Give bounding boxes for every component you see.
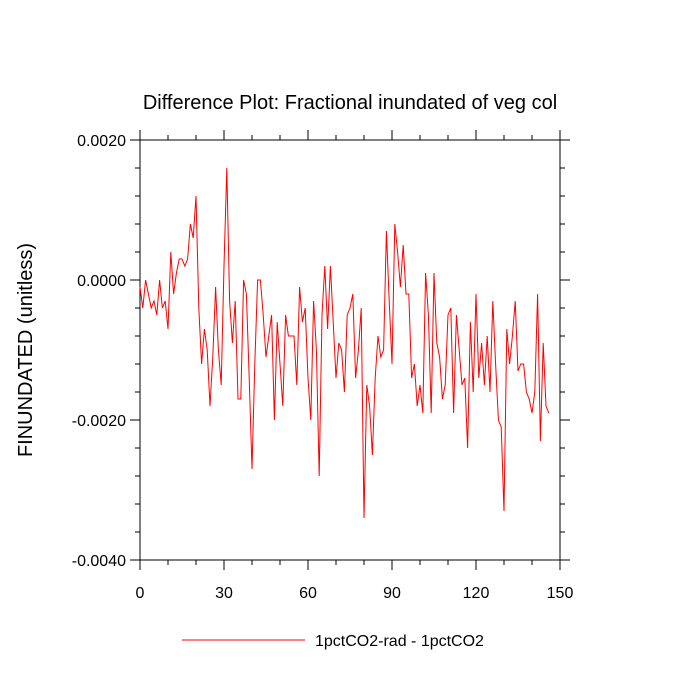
- y-tick-label: -0.0040: [72, 553, 126, 570]
- series-layer: [139, 167, 550, 519]
- y-tick-label: 0.0000: [77, 273, 126, 290]
- y-tick-label: -0.0020: [72, 413, 126, 430]
- axis-tick-labels: 0 30 60 90 120 150 0.0020 0.0000 -0.0020 -0.0040: [72, 133, 574, 602]
- x-tick-label: 90: [383, 585, 401, 602]
- x-tick-label: 60: [299, 585, 317, 602]
- x-tick-label: 150: [547, 585, 574, 602]
- x-tick-label: 0: [136, 585, 145, 602]
- x-tick-label: 30: [215, 585, 233, 602]
- y-tick-label: 0.0020: [77, 133, 126, 150]
- legend: 1pctCO2-rad - 1pctCO2: [182, 633, 484, 650]
- series-line: [139, 167, 550, 519]
- y-axis-label: FINUNDATED (unitless): [15, 243, 37, 457]
- chart-title: Difference Plot: Fractional inundated of…: [143, 92, 557, 114]
- legend-label: 1pctCO2-rad - 1pctCO2: [315, 633, 484, 650]
- x-tick-label: 120: [463, 585, 490, 602]
- axis-ticks: [130, 130, 570, 570]
- plot-frame: [139, 139, 561, 561]
